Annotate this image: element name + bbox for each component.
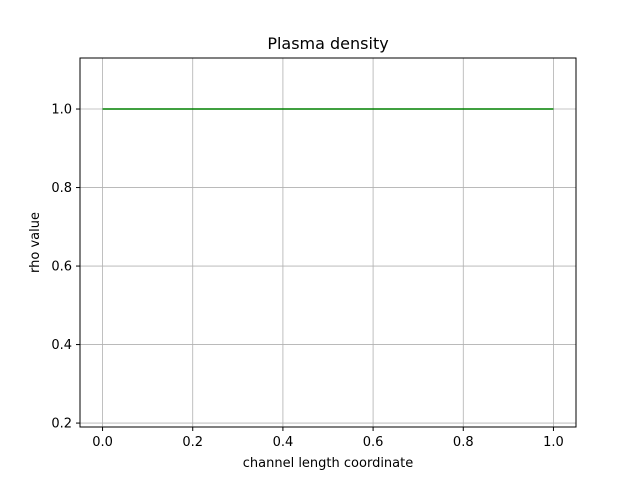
y-tick-label: 0.2 [51, 417, 72, 432]
y-tick-label: 0.4 [51, 338, 72, 353]
y-axis-label: rho value [28, 212, 43, 273]
x-axis: 0.0 0.2 0.4 0.6 0.8 1.0 [92, 427, 564, 450]
x-tick-label: 0.6 [363, 435, 384, 450]
x-tick-label: 0.2 [182, 435, 203, 450]
x-tick-label: 0.0 [92, 435, 113, 450]
x-tick-label: 0.8 [453, 435, 474, 450]
x-tick-label: 0.4 [273, 435, 294, 450]
x-tick-label: 1.0 [543, 435, 564, 450]
x-axis-label: channel length coordinate [243, 456, 413, 471]
chart-title: Plasma density [267, 34, 388, 53]
y-tick-label: 1.0 [51, 103, 72, 118]
y-tick-label: 0.6 [51, 260, 72, 275]
y-axis: 0.2 0.4 0.6 0.8 1.0 [51, 103, 80, 432]
plot-area-frame [79, 57, 577, 428]
y-tick-label: 0.8 [51, 181, 72, 196]
